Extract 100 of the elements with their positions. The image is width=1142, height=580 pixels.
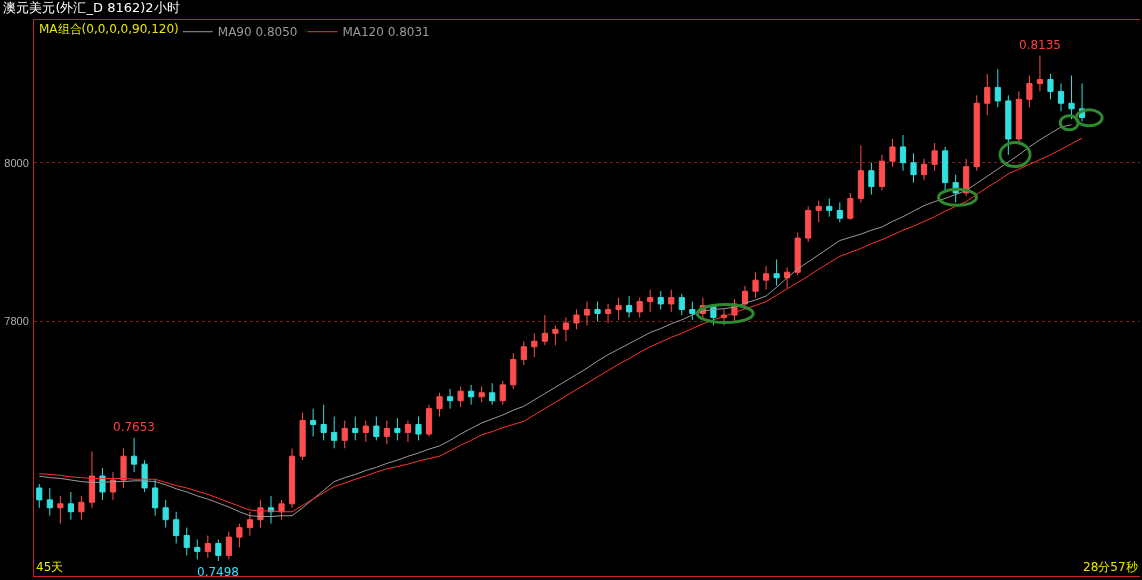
- candlestick: [657, 290, 664, 310]
- candlestick: [931, 142, 938, 172]
- candlestick: [194, 539, 201, 560]
- candlestick: [288, 447, 296, 509]
- candlestick: [88, 450, 96, 509]
- candlestick: [647, 289, 654, 313]
- candlestick: [204, 535, 211, 559]
- candlestick: [162, 499, 169, 529]
- candlestick: [99, 467, 106, 501]
- candlestick: [1036, 55, 1044, 92]
- candlestick: [773, 259, 780, 287]
- candlestick: [910, 152, 917, 184]
- candlestick: [446, 388, 454, 410]
- candlestick: [278, 499, 285, 521]
- candlestick: [531, 332, 538, 358]
- candlestick: [67, 491, 74, 521]
- candlestick: [425, 404, 433, 437]
- candlestick: [57, 495, 64, 525]
- candlestick: [836, 201, 843, 223]
- candlestick: [541, 314, 548, 346]
- candlestick: [183, 527, 190, 556]
- candlestick: [46, 487, 53, 517]
- candlestick: [404, 420, 412, 443]
- candlestick: [847, 192, 854, 221]
- candlestick: [573, 309, 580, 330]
- y-tick-label: 8000: [4, 156, 29, 169]
- candlestick: [762, 265, 770, 291]
- candlestick: [78, 495, 85, 521]
- candlestick: [815, 200, 822, 223]
- candlestick: [299, 412, 306, 461]
- candlestick: [868, 162, 875, 195]
- candlestick: [394, 417, 401, 441]
- candlestick: [826, 197, 833, 218]
- candlestick: [741, 285, 749, 310]
- candlestick: [784, 266, 791, 289]
- candlestick: [320, 404, 327, 441]
- legend-label: MA120 0.8031: [342, 25, 430, 40]
- candlestick: [668, 289, 675, 313]
- candlestick: [973, 94, 980, 172]
- candlestick: [173, 511, 180, 544]
- candlestick: [383, 420, 390, 445]
- candlestick: [352, 416, 359, 441]
- candlestick: [1068, 75, 1075, 120]
- candlestick: [236, 523, 243, 548]
- candlestick: [152, 479, 159, 517]
- candlestick: [1057, 82, 1065, 112]
- candlestick: [510, 352, 517, 390]
- candlestick: [246, 511, 254, 537]
- annotation: 45天: [36, 560, 64, 574]
- candlestick: [899, 134, 907, 172]
- candlestick: [478, 385, 485, 403]
- candlestick: [994, 68, 1001, 108]
- candlestick: [752, 271, 759, 299]
- candlestick: [604, 303, 612, 324]
- candlestick: [36, 483, 43, 509]
- candlestick: [678, 293, 685, 316]
- candlestick: [1005, 94, 1012, 156]
- annotation: 28分57秒: [1083, 560, 1138, 574]
- candlestick: [331, 416, 338, 449]
- candlestick: [552, 324, 559, 346]
- y-tick-label: 7800: [4, 315, 29, 328]
- candlestick: [942, 146, 949, 192]
- candlestick: [920, 158, 928, 181]
- candlestick: [225, 531, 232, 560]
- candlestick: [805, 205, 812, 243]
- candlestick: [499, 380, 506, 406]
- candlestick: [594, 301, 601, 322]
- annotation: 0.8135: [1019, 38, 1061, 52]
- annotation: 0.7498: [197, 565, 239, 579]
- candlestick: [120, 447, 127, 489]
- candlestick: [310, 408, 317, 437]
- candlestick: [415, 416, 422, 441]
- candlestick: [489, 382, 496, 406]
- candlestick: [141, 459, 148, 493]
- candlestick: [562, 316, 570, 342]
- candlestick: [215, 539, 222, 562]
- candlestick: [520, 340, 527, 366]
- candlestick: [984, 73, 991, 116]
- candlestick: [794, 232, 801, 276]
- candlestick: [436, 392, 443, 418]
- candlestick: [468, 384, 475, 406]
- candlestick: [857, 144, 864, 203]
- candlestick: [362, 420, 369, 443]
- candlestick: [341, 420, 348, 449]
- chart-title: 澳元美元(外汇_D 8162)2小时: [3, 0, 180, 15]
- candlestick: [1047, 73, 1054, 100]
- candlestick: [109, 471, 117, 501]
- annotation: MA组合(0,0,0,0,90,120): [39, 22, 179, 36]
- candlestick: [689, 301, 696, 321]
- candlestick: [373, 416, 380, 441]
- candlestick: [889, 138, 896, 168]
- candlestick: [1026, 75, 1033, 108]
- candlestick: [457, 385, 464, 408]
- candlestick: [583, 301, 591, 326]
- annotation: 0.7653: [113, 420, 155, 434]
- legend-label: MA90 0.8050: [217, 25, 298, 40]
- candlestick: [615, 297, 622, 321]
- candlestick: [636, 297, 643, 318]
- candlestick: [878, 154, 886, 192]
- candlestick: [1015, 90, 1022, 144]
